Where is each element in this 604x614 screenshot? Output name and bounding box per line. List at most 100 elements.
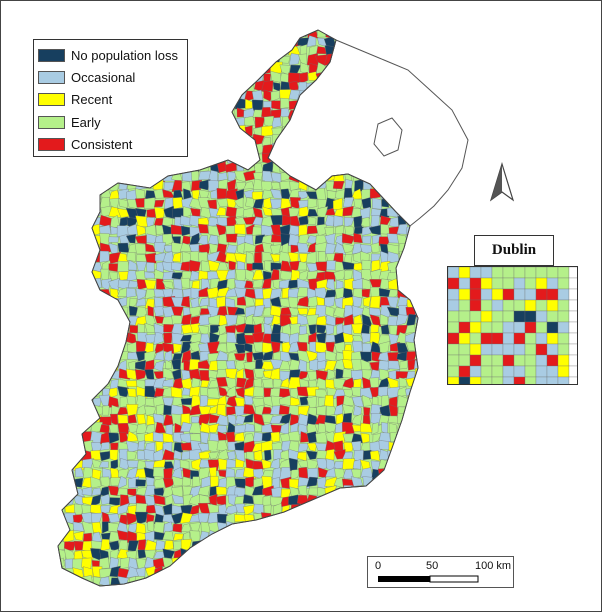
electoral-division-cell (396, 332, 407, 345)
electoral-division-cell (369, 539, 382, 551)
electoral-division-cell (100, 538, 110, 552)
electoral-division-cell (58, 305, 66, 318)
electoral-division-cell (146, 30, 155, 39)
electoral-division-cell (125, 171, 138, 182)
electoral-division-cell (117, 475, 127, 489)
electoral-division-cell (341, 233, 356, 244)
electoral-division-cell (405, 43, 417, 57)
inset-division-cell (557, 267, 570, 279)
electoral-division-cell (243, 504, 256, 516)
electoral-division-cell (415, 314, 418, 325)
electoral-division-cell (72, 288, 84, 299)
inset-division-cell (546, 299, 559, 312)
electoral-division-cell (342, 458, 355, 470)
electoral-division-cell (72, 396, 85, 408)
electoral-division-cell (65, 30, 75, 38)
electoral-division-cell (396, 430, 409, 443)
electoral-division-cell (162, 432, 174, 443)
electoral-division-cell (369, 520, 379, 531)
electoral-division-cell (253, 304, 266, 318)
electoral-division-cell (272, 378, 282, 388)
electoral-division-cell (58, 413, 67, 426)
swatch-occasional-icon (38, 71, 65, 85)
inset-division-cell (491, 299, 504, 312)
electoral-division-cell (135, 351, 147, 362)
electoral-division-cell (58, 172, 67, 183)
electoral-division-cell (306, 371, 318, 382)
inset-division-cell (524, 277, 537, 290)
electoral-division-cell (118, 323, 129, 335)
electoral-division-cell (163, 583, 172, 586)
electoral-division-cell (405, 440, 418, 452)
inset-division-cell (448, 321, 460, 334)
electoral-division-cell (199, 422, 211, 434)
electoral-division-cell (297, 485, 308, 498)
inset-division-cell (513, 310, 526, 323)
electoral-division-cell (198, 89, 211, 100)
electoral-division-cell (225, 90, 237, 101)
electoral-division-cell (389, 217, 399, 228)
electoral-division-cell (118, 585, 130, 586)
electoral-division-cell (326, 566, 336, 580)
inset-division-cell (491, 332, 504, 345)
electoral-division-cell (154, 350, 165, 361)
electoral-division-cell (261, 125, 274, 137)
electoral-division-cell (146, 217, 156, 228)
electoral-division-cell (118, 161, 128, 174)
inset-division-cell (491, 277, 504, 290)
legend-label: No population loss (71, 47, 178, 63)
inset-division-cell (448, 267, 460, 279)
inset-division-cell (557, 288, 570, 301)
electoral-division-cell (209, 44, 219, 56)
electoral-division-cell (398, 469, 409, 478)
electoral-division-cell (261, 278, 272, 290)
inset-division-cell (491, 343, 504, 356)
electoral-division-cell (362, 486, 373, 498)
electoral-division-cell (84, 583, 93, 586)
legend-item-recent: Recent (38, 89, 187, 111)
electoral-division-cell (207, 379, 219, 389)
electoral-division-cell (81, 295, 92, 309)
electoral-division-cell (65, 477, 75, 489)
inset-division-cell (448, 376, 460, 384)
inset-division-cell (546, 267, 559, 279)
electoral-division-cell (316, 522, 327, 534)
electoral-division-cell (360, 206, 371, 219)
electoral-division-cell (242, 494, 254, 504)
electoral-division-cell (58, 449, 67, 462)
electoral-division-cell (315, 369, 329, 381)
electoral-division-cell (335, 317, 345, 326)
electoral-division-cell (244, 53, 256, 67)
electoral-division-cell (315, 377, 327, 390)
electoral-division-cell (389, 496, 400, 504)
electoral-division-cell (261, 224, 274, 237)
electoral-division-cell (80, 370, 92, 380)
electoral-division-cell (197, 134, 210, 146)
electoral-division-cell (335, 30, 346, 39)
electoral-division-cell (225, 143, 237, 153)
electoral-division-cell (377, 38, 391, 47)
electoral-division-cell (315, 539, 328, 553)
inset-division-cell (491, 310, 504, 323)
electoral-division-cell (370, 532, 382, 543)
electoral-division-cell (254, 63, 265, 74)
electoral-division-cell (145, 504, 157, 514)
electoral-division-cell (342, 205, 354, 217)
inset-division-cell (480, 332, 493, 345)
lough-neagh (373, 117, 403, 157)
electoral-division-cell (280, 36, 291, 46)
electoral-division-cell (307, 487, 319, 496)
electoral-division-cell (135, 288, 147, 301)
electoral-division-cell (378, 521, 391, 534)
electoral-division-cell (343, 494, 355, 507)
electoral-division-cell (264, 585, 272, 586)
electoral-division-cell (180, 30, 191, 39)
electoral-division-cell (370, 504, 381, 516)
electoral-division-cell (109, 305, 121, 319)
electoral-division-cell (235, 30, 246, 38)
electoral-division-cell (245, 154, 255, 166)
electoral-division-cell (252, 30, 265, 38)
inset-division-cell (502, 267, 515, 279)
electoral-division-cell (64, 575, 74, 586)
electoral-division-cell (63, 387, 75, 399)
